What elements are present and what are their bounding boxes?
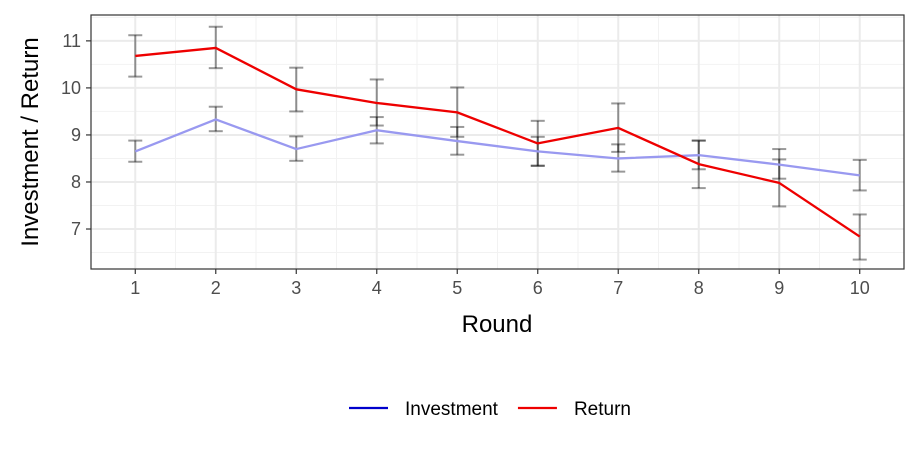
y-tick-label: 11 — [62, 31, 81, 51]
legend: Investment Return — [349, 399, 631, 420]
error-bar — [852, 213, 867, 261]
y-tick-label: 10 — [61, 78, 81, 98]
series-line-return — [135, 46, 861, 238]
grid-lines — [91, 15, 904, 269]
x-tick-label: 5 — [452, 278, 462, 298]
y-axis-title: Investment / Return — [17, 37, 44, 246]
series-line-investment — [134, 118, 860, 177]
x-tick-label: 9 — [774, 278, 784, 298]
x-tick-label: 10 — [850, 278, 870, 298]
plot-panel-border — [90, 14, 905, 270]
x-tick-label: 3 — [291, 278, 301, 298]
x-tick-label: 4 — [372, 278, 382, 298]
series-lines — [134, 46, 861, 238]
x-tick-label: 1 — [130, 278, 140, 298]
legend-label: Investment — [405, 399, 499, 420]
y-tick-label: 7 — [71, 219, 81, 239]
x-axis-title: Round — [462, 311, 533, 338]
y-tick-label: 8 — [71, 172, 81, 192]
x-tick-label: 6 — [533, 278, 543, 298]
x-axis-ticks: 1 2 3 4 5 6 7 8 9 10 — [130, 269, 870, 298]
x-tick-label: 2 — [211, 278, 221, 298]
y-axis-ticks: 7 8 9 10 11 — [61, 31, 91, 239]
x-tick-label: 8 — [694, 278, 704, 298]
legend-item-investment: Investment — [349, 399, 499, 420]
x-tick-label: 7 — [613, 278, 623, 298]
legend-label: Return — [574, 399, 631, 420]
legend-item-return: Return — [517, 399, 631, 420]
y-tick-label: 9 — [71, 125, 81, 145]
